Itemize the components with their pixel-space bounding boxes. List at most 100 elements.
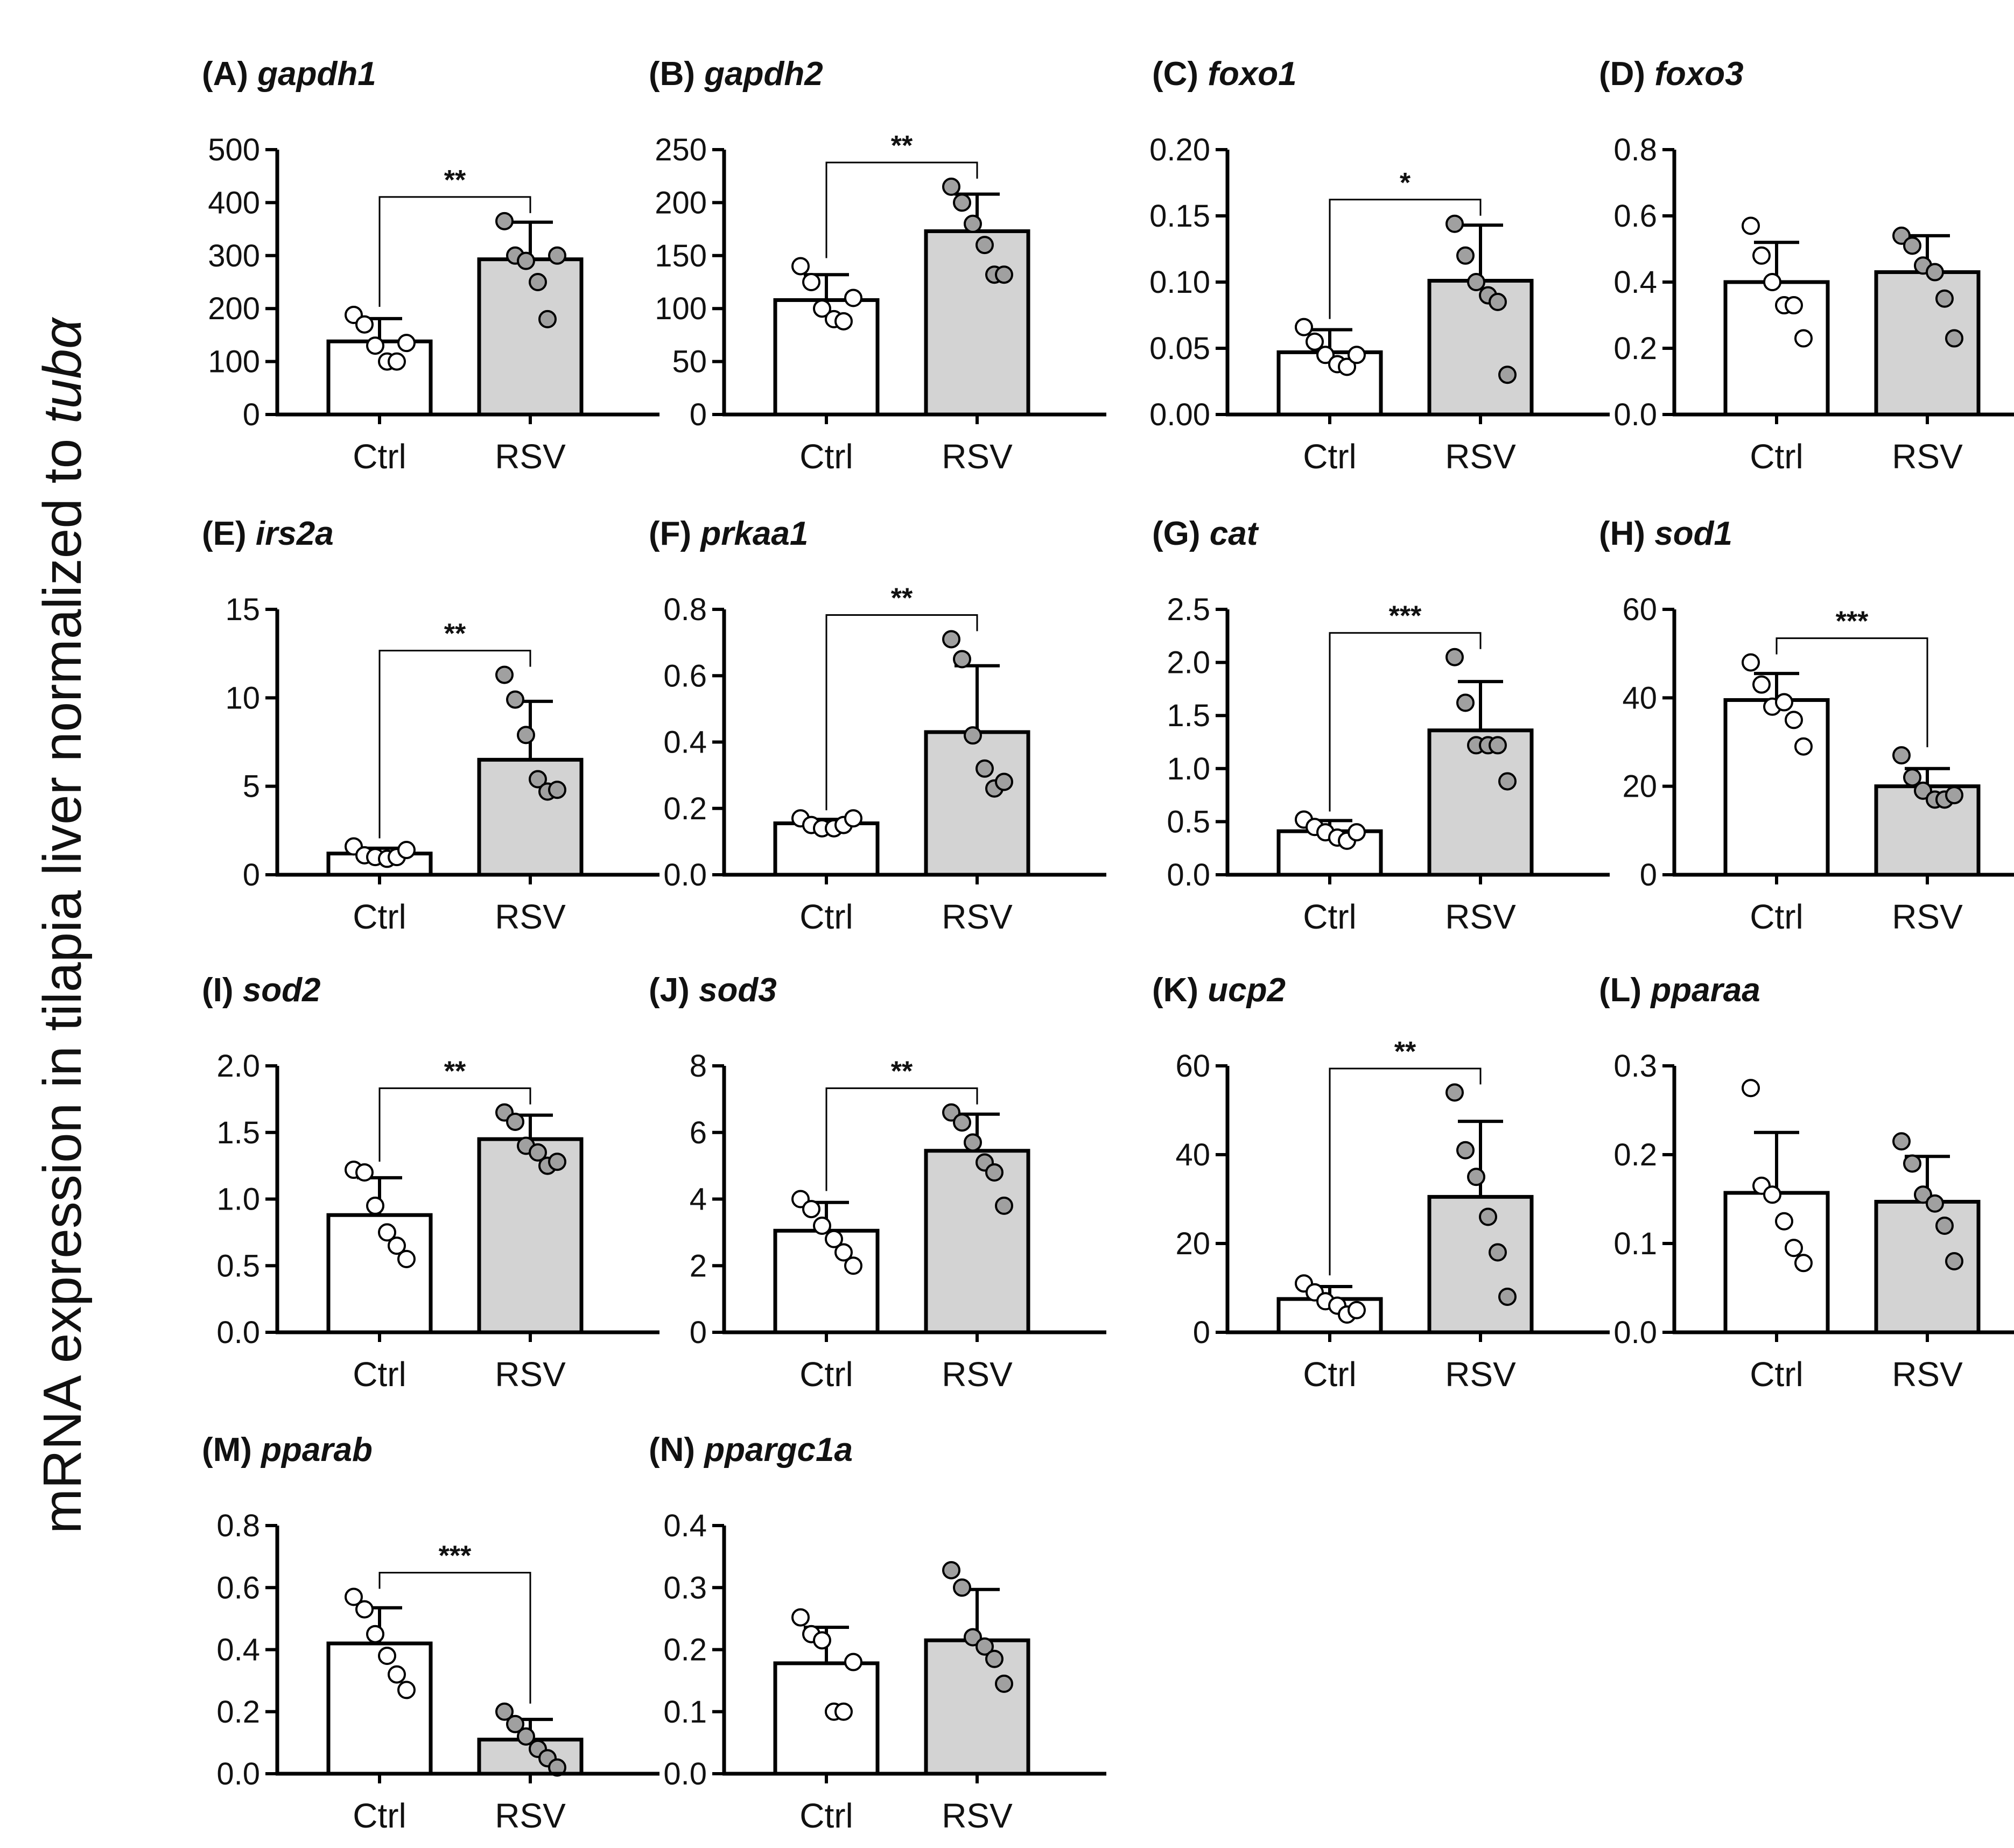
- y-tick-label: 0.0: [1167, 858, 1210, 893]
- panel-letter: (I): [202, 972, 243, 1009]
- y-axis-label: mRNA expression in tilapia liver normali…: [32, 317, 93, 1534]
- data-point: [1742, 216, 1760, 235]
- data-point: [1775, 1212, 1793, 1231]
- data-point: [1348, 1301, 1366, 1319]
- panel-pparaa: (L) pparaa Ctrl RSV 0.0 0.1 0.2 0.3: [1599, 972, 2014, 1394]
- data-point: [388, 352, 406, 371]
- data-point: [1935, 289, 1954, 308]
- y-tick-label: 0.6: [663, 658, 707, 693]
- y-tick-label: 15: [225, 592, 260, 627]
- data-point: [834, 312, 853, 331]
- panel-letter: (F): [649, 515, 700, 552]
- data-point: [1752, 675, 1771, 694]
- category-label: RSV: [1445, 1355, 1516, 1394]
- panel-gene: pparaa: [1650, 972, 1760, 1009]
- y-tick-label: 0.1: [663, 1695, 707, 1730]
- y-tick-label: 250: [655, 132, 707, 167]
- category-label: RSV: [495, 437, 566, 476]
- significance-bracket: [825, 614, 978, 811]
- y-tick-label: 0.10: [1149, 265, 1210, 300]
- category-label: Ctrl: [799, 437, 853, 476]
- data-point: [1306, 332, 1324, 351]
- y-tick-label: 1.5: [1167, 698, 1210, 733]
- data-point: [976, 236, 994, 255]
- category-label: Ctrl: [1303, 437, 1357, 476]
- significance-label: ***: [439, 1541, 472, 1572]
- panel-title: (I) sod2: [202, 972, 320, 1009]
- category-label: RSV: [495, 1355, 566, 1394]
- data-point: [1456, 693, 1475, 712]
- data-point: [1348, 346, 1366, 364]
- data-point: [1498, 366, 1517, 384]
- data-point: [1935, 1217, 1954, 1235]
- panel-sod3: (J) sod3 Ctrl RSV 0 2 4 6 8 **: [649, 972, 1106, 1394]
- significance-bracket: [1776, 637, 1928, 748]
- panel-title: (J) sod3: [649, 972, 777, 1009]
- data-point: [791, 257, 810, 276]
- y-tick-label: 0.1: [1613, 1226, 1657, 1261]
- data-point: [802, 1200, 820, 1219]
- data-point: [1785, 296, 1803, 315]
- data-point: [1926, 263, 1944, 282]
- data-point: [802, 273, 820, 291]
- data-point: [834, 1702, 853, 1721]
- y-tick-label: 100: [208, 345, 260, 380]
- y-tick-label: 0.0: [1613, 397, 1657, 432]
- data-point: [529, 770, 547, 789]
- data-point: [517, 251, 535, 270]
- panel-letter: (M): [202, 1431, 261, 1468]
- y-tick-label: 8: [690, 1049, 707, 1084]
- category-label: RSV: [942, 1355, 1013, 1394]
- data-point: [1498, 772, 1517, 791]
- data-point: [995, 265, 1013, 284]
- y-tick-label: 0.0: [663, 858, 707, 893]
- category-label: RSV: [1892, 897, 1963, 936]
- data-point: [1926, 1194, 1944, 1213]
- y-tick-label: 10: [225, 680, 260, 715]
- data-point: [378, 1223, 396, 1242]
- data-point: [1479, 1207, 1497, 1226]
- panel-letter: (G): [1152, 515, 1210, 552]
- category-label: RSV: [942, 897, 1013, 936]
- panel-gene: prkaa1: [699, 515, 808, 552]
- panel-gene: cat: [1210, 515, 1259, 552]
- significance-label: ***: [1389, 601, 1422, 632]
- data-point: [1775, 693, 1793, 712]
- y-axis-label-text: mRNA expression in tilapia liver normali…: [32, 424, 93, 1534]
- significance-label: **: [1394, 1036, 1416, 1067]
- data-point: [355, 1163, 374, 1182]
- bar-rsv: [1874, 270, 1981, 417]
- data-point: [397, 334, 416, 353]
- data-point: [529, 1143, 547, 1162]
- category-label: Ctrl: [799, 897, 853, 936]
- bar-ctrl: [326, 1641, 433, 1776]
- category-label: Ctrl: [1303, 897, 1357, 936]
- y-tick-label: 0: [1193, 1315, 1210, 1350]
- y-tick-label: 4: [690, 1182, 707, 1217]
- data-point: [1456, 1141, 1475, 1160]
- significance-label: **: [444, 1056, 466, 1087]
- data-point: [844, 809, 862, 828]
- category-label: RSV: [1892, 437, 1963, 476]
- data-point: [1489, 292, 1507, 311]
- y-tick-label: 0.4: [216, 1633, 260, 1668]
- data-point: [1794, 329, 1813, 348]
- y-tick-label: 1.0: [216, 1182, 260, 1217]
- significance-bracket: [378, 196, 531, 307]
- significance-bracket: [1329, 632, 1482, 812]
- y-tick-label: 0.3: [1613, 1049, 1657, 1084]
- panel-title: (G) cat: [1152, 515, 1259, 552]
- data-point: [548, 246, 566, 265]
- significance-bracket: [1329, 199, 1482, 319]
- panel-title: (D) foxo3: [1599, 55, 1744, 93]
- y-tick-label: 0: [690, 1315, 707, 1350]
- data-point: [1456, 246, 1475, 265]
- bar-rsv: [477, 1137, 584, 1334]
- significance-bracket: [1329, 1067, 1482, 1276]
- significance-label: **: [891, 130, 913, 161]
- bar-rsv: [924, 1638, 1030, 1776]
- y-tick-label: 20: [1622, 769, 1657, 804]
- data-point: [506, 690, 524, 709]
- significance-label: *: [1400, 167, 1411, 199]
- data-point: [506, 1715, 524, 1733]
